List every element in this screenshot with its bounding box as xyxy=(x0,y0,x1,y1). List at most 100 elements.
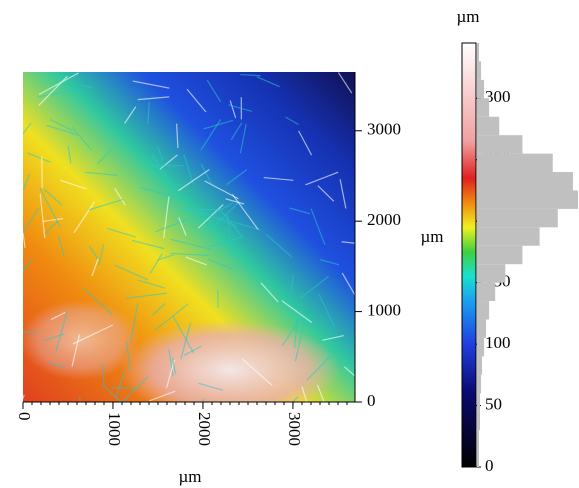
texture-ridge xyxy=(71,334,81,367)
texture-ridge xyxy=(129,304,139,344)
texture-ridge xyxy=(114,188,126,206)
texture-ridge xyxy=(203,119,234,130)
texture-ridge xyxy=(67,145,72,164)
texture-ridge xyxy=(44,221,58,234)
histogram-bar xyxy=(477,172,573,191)
histogram-bar xyxy=(477,61,482,80)
texture-ridge xyxy=(318,293,336,328)
texture-ridge xyxy=(230,122,243,141)
texture-ridge xyxy=(305,171,339,186)
histogram-bar xyxy=(477,43,480,62)
texture-ridge xyxy=(38,87,82,98)
texture-ridge xyxy=(98,244,105,266)
texture-ridge xyxy=(208,236,243,248)
texture-ridge xyxy=(78,397,81,402)
y-tick-label: 2000 xyxy=(367,210,401,229)
texture-ridge xyxy=(226,214,233,256)
texture-ridge xyxy=(23,207,40,234)
texture-ridge xyxy=(91,258,99,277)
texture-ridge xyxy=(111,387,138,389)
texture-ridge xyxy=(294,317,298,349)
histogram-bar xyxy=(477,301,490,320)
texture-ridge xyxy=(137,279,165,289)
texture-ridge xyxy=(178,217,187,236)
texture-ridge xyxy=(172,315,195,354)
texture-ridge xyxy=(88,198,124,211)
height-map xyxy=(23,72,355,402)
texture-ridge xyxy=(23,331,38,333)
texture-ridge xyxy=(115,371,125,398)
colorbar-label: µm xyxy=(456,7,479,26)
x-axis-label: µm xyxy=(178,467,201,486)
texture-ridge xyxy=(176,123,179,148)
y-tick-label: 3000 xyxy=(367,120,401,139)
texture-ridge xyxy=(198,382,224,391)
texture-ridge xyxy=(155,217,190,233)
texture-ridge xyxy=(38,75,68,106)
texture-ridge xyxy=(151,154,177,191)
colorbar-tick-label: 100 xyxy=(485,333,511,352)
texture-ridge xyxy=(239,124,247,154)
histogram-bar xyxy=(477,79,485,99)
texture-ridge xyxy=(260,282,279,303)
texture-ridge xyxy=(217,202,234,212)
texture-ridge xyxy=(38,72,79,95)
histogram-bar xyxy=(477,282,496,302)
texture-ridge xyxy=(240,73,261,77)
colorbar-tick-label: 0 xyxy=(485,456,494,475)
texture-ridge xyxy=(73,201,95,234)
texture-ridge xyxy=(132,80,170,89)
texture-ridge xyxy=(39,187,61,228)
texture-ridge xyxy=(49,118,73,132)
y-tick-label: 1000 xyxy=(367,300,401,319)
texture-ridge xyxy=(23,122,32,135)
x-tick-label: 2000 xyxy=(195,412,214,446)
texture-ridge xyxy=(186,88,207,113)
texture-ridge xyxy=(151,302,166,316)
texture-ridge xyxy=(142,154,158,169)
texture-ridge xyxy=(341,272,355,296)
texture-ridge xyxy=(289,207,311,215)
texture-ridge xyxy=(218,207,244,238)
texture-ridge xyxy=(294,319,306,362)
texture-ridge xyxy=(23,174,30,191)
histogram-bar xyxy=(477,245,523,265)
texture-ridge xyxy=(317,185,335,202)
texture-ridge xyxy=(171,356,177,375)
texture-ridge xyxy=(27,152,51,163)
texture-ridge xyxy=(231,193,259,230)
texture-ridge xyxy=(217,216,261,231)
x-tick-label: 1000 xyxy=(105,412,124,446)
texture-ridge xyxy=(60,179,87,190)
texture-ridge xyxy=(298,130,313,156)
colorbar-tick-label: 50 xyxy=(485,394,502,413)
texture-ridge xyxy=(339,179,347,209)
histogram-bar xyxy=(477,448,480,467)
histogram-bar xyxy=(477,190,578,209)
texture-ridge xyxy=(78,83,95,89)
texture-ridge xyxy=(88,245,99,260)
histogram-bar xyxy=(477,319,487,338)
texture-ridge xyxy=(225,198,245,205)
texture-ridge xyxy=(48,362,66,368)
texture-ridge xyxy=(180,322,192,360)
texture-ridge xyxy=(344,366,355,377)
texture-ridge xyxy=(207,258,233,270)
texture-ridge xyxy=(50,311,66,321)
texture-ridge xyxy=(157,254,175,261)
texture-ridge xyxy=(102,384,122,402)
texture-ridge xyxy=(23,257,34,272)
y-tick-label: 0 xyxy=(367,391,376,410)
texture-ridge xyxy=(125,292,167,299)
histogram-bar xyxy=(477,208,558,228)
map-texture xyxy=(23,72,355,402)
histogram-bar xyxy=(477,393,481,412)
texture-ridge xyxy=(265,233,292,258)
texture-ridge xyxy=(185,256,207,266)
texture-ridge xyxy=(319,258,340,266)
texture-ridge xyxy=(72,324,114,345)
histogram-bar xyxy=(477,98,490,117)
texture-ridge xyxy=(149,390,176,402)
